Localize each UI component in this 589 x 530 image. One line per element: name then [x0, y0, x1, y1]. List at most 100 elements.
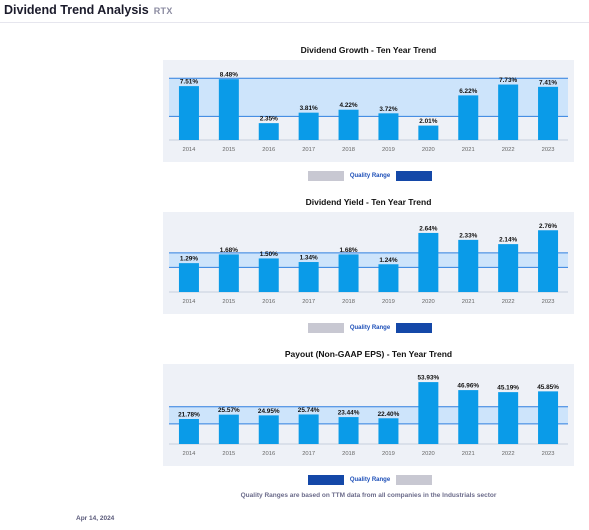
x-tick-label-2016: 2016 — [262, 147, 275, 153]
bar-2018 — [338, 109, 359, 140]
bar-2014 — [178, 419, 199, 444]
x-tick-label-2023: 2023 — [542, 299, 555, 305]
x-tick-label-2021: 2021 — [462, 147, 475, 153]
bar-2023 — [538, 230, 559, 292]
bar-2023 — [538, 391, 559, 444]
quality-range-legend: Quality Range — [163, 473, 574, 487]
x-tick-label-2017: 2017 — [302, 451, 315, 457]
data-label-2020: 2.64% — [419, 225, 437, 232]
x-tick-label-2020: 2020 — [422, 299, 435, 305]
chart-title: Payout (Non-GAAP EPS) - Ten Year Trend — [284, 349, 453, 359]
data-label-2021: 2.33% — [459, 232, 477, 239]
bar-2019 — [378, 264, 399, 292]
quality-range-legend: Quality Range — [163, 169, 574, 183]
legend-high-segment — [396, 323, 432, 333]
bar-2020 — [418, 125, 439, 140]
bar-2019 — [378, 113, 399, 140]
x-tick-label-2017: 2017 — [302, 299, 315, 305]
legend-label: Quality Range — [349, 325, 391, 331]
x-tick-label-2020: 2020 — [422, 147, 435, 153]
chart-title: Dividend Yield - Ten Year Trend — [305, 197, 432, 207]
data-label-2017: 1.34% — [300, 255, 318, 262]
data-label-2017: 25.74% — [298, 407, 320, 414]
bar-2019 — [378, 418, 399, 444]
x-tick-label-2014: 2014 — [182, 299, 196, 305]
data-label-2018: 1.68% — [339, 247, 357, 254]
data-label-2020: 53.93% — [418, 375, 440, 382]
data-label-2016: 24.95% — [258, 408, 280, 415]
legend-middle — [344, 323, 396, 333]
dividend-yield-plot: 1.29% 2014 1.68% 2015 1.50% 2016 1.34% 2017 1.68… — [169, 223, 568, 305]
legend-high-segment — [396, 171, 432, 181]
quality-range-legend: Quality Range — [163, 321, 574, 335]
data-label-2021: 6.22% — [459, 88, 477, 95]
x-tick-label-2016: 2016 — [262, 299, 275, 305]
legend-track — [308, 171, 432, 181]
header-divider — [0, 22, 589, 23]
chart-frame: 1.29% 2014 1.68% 2015 1.50% 2016 1.34% 2017 1.68… — [163, 212, 574, 314]
data-label-2016: 1.50% — [260, 251, 278, 258]
x-tick-label-2014: 2014 — [182, 147, 196, 153]
legend-low-segment — [308, 171, 344, 181]
data-label-2021: 46.96% — [457, 383, 479, 390]
bar-2015 — [218, 414, 239, 444]
legend-low-segment — [308, 475, 344, 485]
bar-2023 — [538, 86, 559, 140]
bar-2017 — [298, 112, 319, 140]
legend-high-segment — [396, 475, 432, 485]
data-label-2018: 4.22% — [339, 102, 357, 109]
x-tick-label-2017: 2017 — [302, 147, 315, 153]
x-tick-label-2023: 2023 — [542, 451, 555, 457]
bar-2022 — [498, 84, 519, 140]
data-label-2022: 45.19% — [497, 385, 519, 392]
bar-2016 — [258, 258, 279, 292]
legend-label: Quality Range — [349, 477, 391, 483]
data-label-2016: 2.35% — [260, 116, 278, 123]
data-label-2019: 22.40% — [378, 411, 400, 418]
dividend-yield-chart: Dividend Yield - Ten Year Trend 1.29% 201… — [163, 196, 574, 335]
bar-2021 — [458, 95, 479, 140]
data-label-2015: 8.48% — [220, 72, 238, 79]
footnote: Quality Ranges are based on TTM data fro… — [240, 492, 497, 499]
data-label-2014: 1.29% — [180, 256, 198, 263]
bar-2014 — [178, 86, 199, 140]
data-label-2015: 25.57% — [218, 407, 240, 414]
data-label-2017: 3.81% — [300, 105, 318, 112]
x-tick-label-2019: 2019 — [382, 451, 395, 457]
x-tick-label-2022: 2022 — [502, 147, 515, 153]
x-tick-label-2015: 2015 — [222, 451, 235, 457]
x-tick-label-2015: 2015 — [222, 299, 235, 305]
bar-2020 — [418, 232, 439, 292]
x-tick-label-2023: 2023 — [542, 147, 555, 153]
x-tick-label-2019: 2019 — [382, 147, 395, 153]
x-tick-label-2021: 2021 — [462, 299, 475, 305]
data-label-2018: 23.44% — [338, 410, 360, 417]
bar-2022 — [498, 244, 519, 292]
page-header: Dividend Trend Analysis RTX — [4, 3, 173, 21]
bar-2016 — [258, 123, 279, 140]
payout-ratio-plot: 21.78% 2014 25.57% 2015 24.95% 2016 25.74% 2017… — [169, 375, 568, 457]
x-tick-label-2021: 2021 — [462, 451, 475, 457]
x-tick-label-2018: 2018 — [342, 147, 355, 153]
data-label-2022: 2.14% — [499, 237, 517, 244]
legend-label: Quality Range — [349, 173, 391, 179]
dividend-growth-plot: 7.51% 2014 8.48% 2015 2.35% 2016 3.81% 2017 4.22… — [169, 72, 568, 153]
data-label-2014: 7.51% — [180, 79, 198, 86]
x-tick-label-2015: 2015 — [222, 147, 235, 153]
bar-2018 — [338, 417, 359, 444]
data-label-2022: 7.73% — [499, 77, 517, 84]
data-label-2019: 3.72% — [379, 106, 397, 113]
legend-middle — [344, 171, 396, 181]
x-tick-label-2019: 2019 — [382, 299, 395, 305]
bar-2022 — [498, 392, 519, 444]
bar-2021 — [458, 239, 479, 292]
bar-2021 — [458, 390, 479, 444]
bar-2018 — [338, 254, 359, 292]
legend-track — [308, 323, 432, 333]
page-title: Dividend Trend Analysis — [4, 3, 149, 17]
x-tick-label-2020: 2020 — [422, 451, 435, 457]
x-tick-label-2018: 2018 — [342, 299, 355, 305]
legend-middle — [344, 475, 396, 485]
data-label-2019: 1.24% — [379, 257, 397, 264]
bar-2014 — [178, 263, 199, 292]
